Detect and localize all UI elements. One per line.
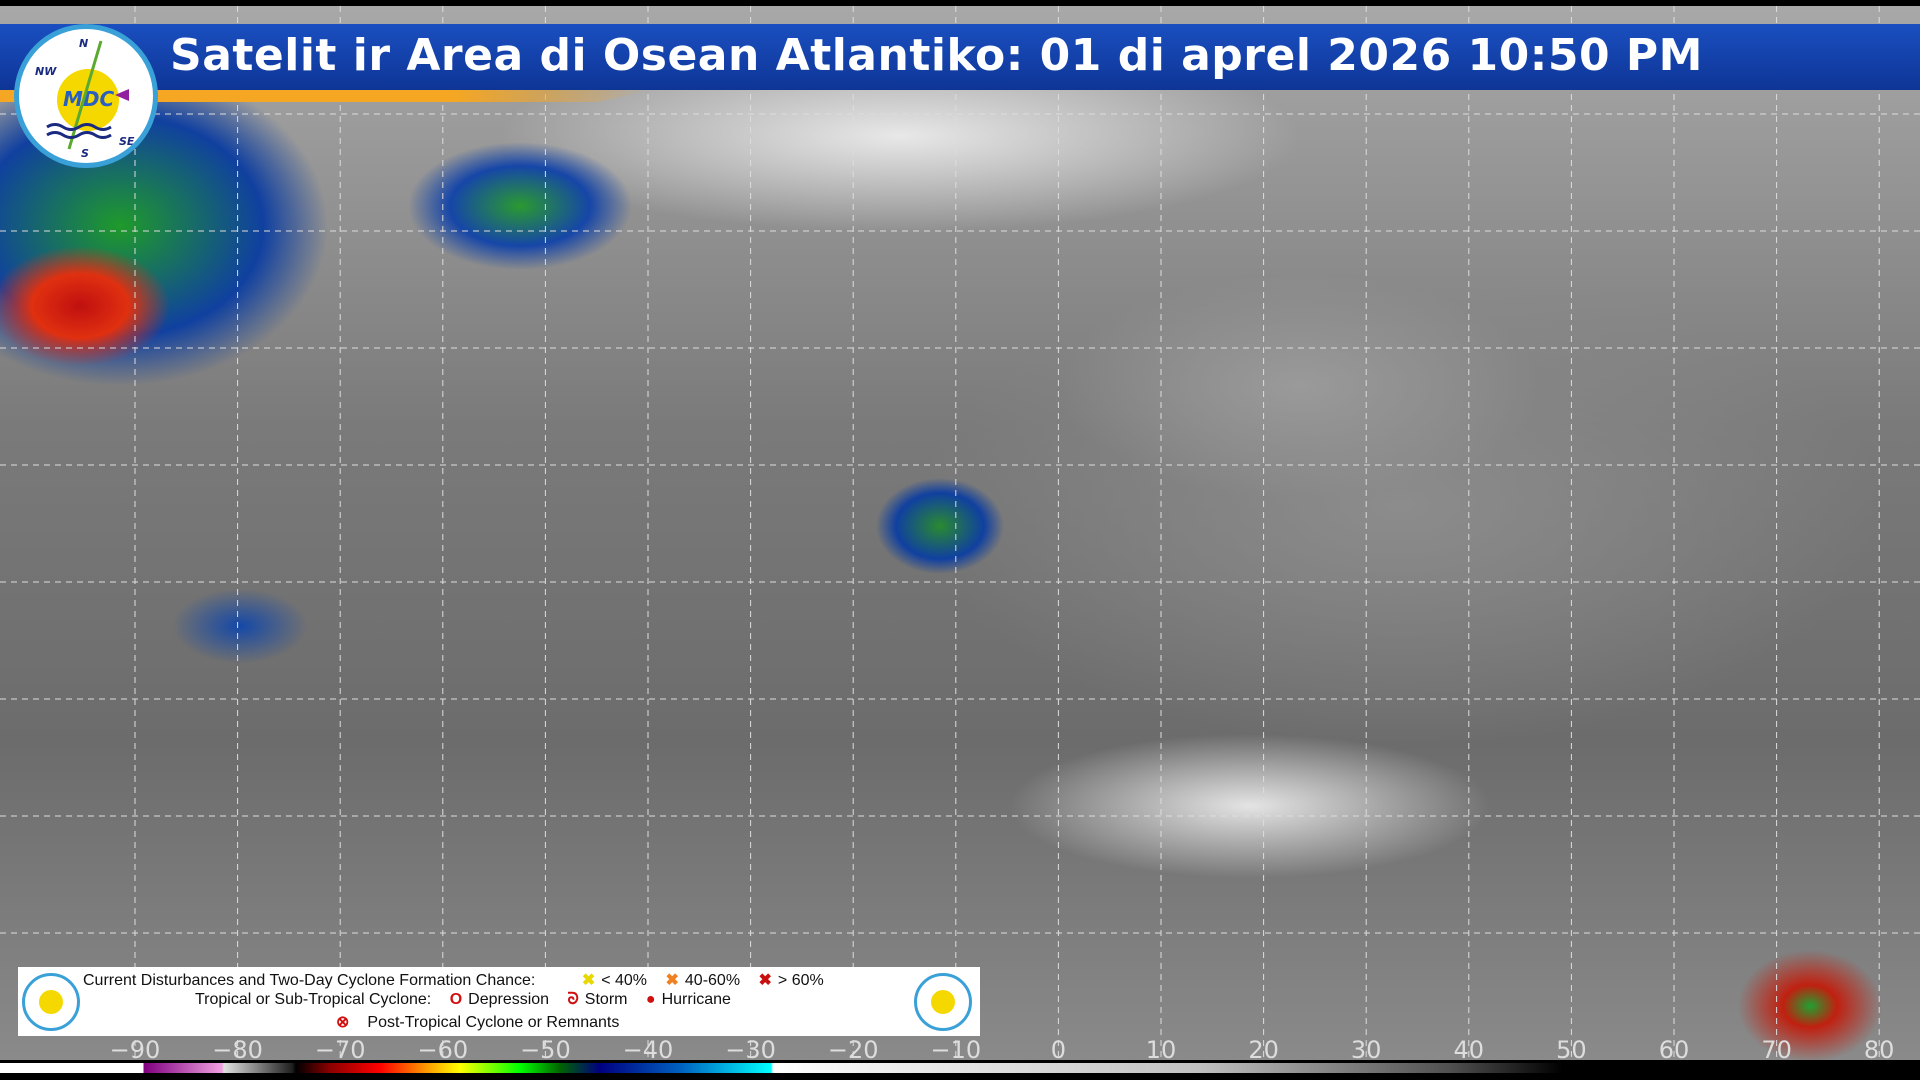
storm-label: Storm [584,991,628,1008]
chance-medium: 40-60% [684,972,741,989]
ir-color-scale [0,1063,1920,1073]
longitude-label: 10 [1145,1036,1177,1064]
x-yellow-icon: ✖ [581,972,596,989]
post-tropical-label: Post-Tropical Cyclone or Remnants [367,1014,620,1031]
x-orange-icon: ✖ [665,972,679,989]
longitude-label: 50 [1556,1036,1587,1064]
compass-s: S [81,147,89,160]
chance-high: > 60% [777,972,824,989]
legend-row-post-tropical: ⊗ Post-Tropical Cyclone or Remnants [336,1012,625,1032]
longitude-label: −90 [109,1036,161,1064]
compass-se: SE [119,135,135,148]
formation-label: Current Disturbances and Two-Day Cyclone… [83,972,536,989]
legend-logo-left [22,973,80,1031]
legend-row-cyclone: Tropical or Sub-Tropical Cyclone: O Depre… [195,991,737,1009]
lat-lon-grid [0,6,1920,1060]
longitude-label: −80 [212,1036,263,1064]
banner-accent-stripe [0,90,650,102]
longitude-label: 70 [1761,1036,1792,1064]
sun-icon [57,69,119,131]
longitude-label: −10 [930,1036,982,1064]
title-banner [0,24,1920,90]
compass-nw: NW [35,65,57,78]
legend-row-formation: Current Disturbances and Two-Day Cyclone… [83,970,830,990]
x-red-icon: ✖ [758,972,772,989]
longitude-label: 60 [1658,1036,1690,1064]
longitude-label: −70 [314,1036,366,1064]
longitude-label: −20 [827,1036,879,1064]
longitude-label: 20 [1248,1036,1279,1064]
satellite-ir-image [0,6,1920,1060]
mdc-logo: MDC N NW SE S [14,24,158,168]
compass-n: N [79,37,89,50]
chance-low: < 40% [601,972,648,989]
post-tropical-icon: ⊗ [336,1014,350,1031]
longitude-label: 30 [1350,1036,1382,1064]
longitude-label: −30 [725,1036,776,1064]
longitude-label: −60 [417,1036,469,1064]
longitude-label: 40 [1453,1036,1485,1064]
hurricane-icon: ● [645,991,656,1008]
longitude-label: −50 [520,1036,571,1064]
longitude-label: 80 [1863,1036,1895,1064]
page-title: Satelit ir Area di Osean Atlantiko: 01 d… [170,30,1703,81]
legend-panel: Current Disturbances and Two-Day Cyclone… [18,967,980,1036]
legend-logo-right [914,973,972,1031]
logo-text: MDC [63,87,115,111]
depression-icon: O [449,991,463,1008]
longitude-label: 0 [1050,1036,1067,1064]
hurricane-label: Hurricane [661,991,731,1008]
storm-icon: ᘐ [567,991,579,1008]
cyclone-label: Tropical or Sub-Tropical Cyclone: [195,991,432,1008]
longitude-label: −40 [622,1036,674,1064]
compass-arrow-icon [46,40,129,150]
depression-label: Depression [468,991,550,1008]
